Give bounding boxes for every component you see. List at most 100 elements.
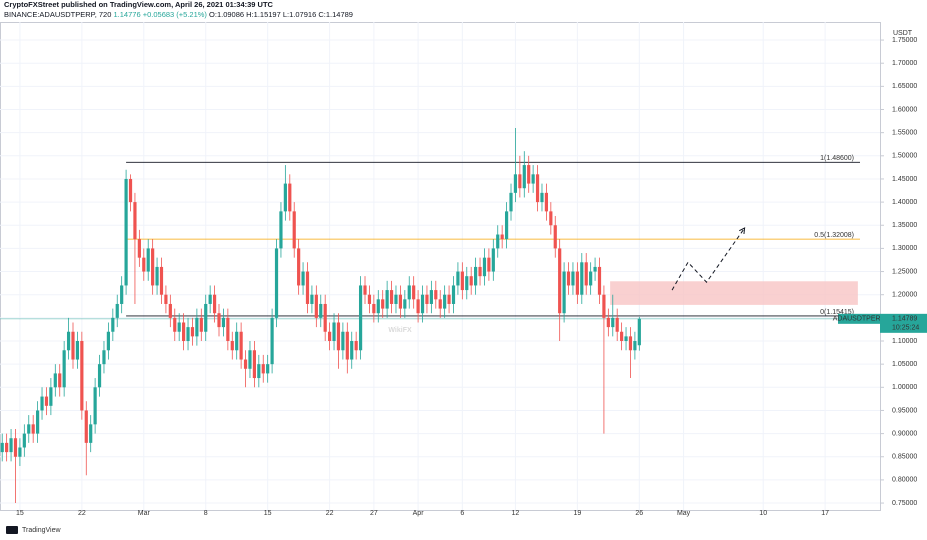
candle-body	[443, 294, 447, 309]
candle-body	[257, 364, 261, 379]
header-line: CryptoFXStreet published on TradingView.…	[4, 0, 274, 9]
candle-body	[332, 322, 336, 342]
candle-body	[128, 178, 133, 203]
candle-body	[566, 271, 571, 286]
candle-body	[62, 350, 66, 388]
candle-body	[540, 192, 544, 203]
x-tick-label: 26	[635, 510, 643, 517]
candle-body	[420, 294, 425, 314]
candle-body	[496, 234, 500, 249]
candle-body	[195, 317, 199, 337]
price-name-box	[838, 313, 880, 324]
candle-body	[474, 266, 478, 286]
candle-body	[53, 373, 57, 388]
candle-body	[190, 327, 195, 337]
y-tick-label: 1.45000	[892, 176, 917, 183]
candle-body	[266, 364, 270, 374]
y-tick-label: 1.65000	[892, 83, 917, 90]
candle-body	[319, 303, 323, 318]
candle-body	[106, 331, 110, 351]
candle-body	[297, 248, 301, 286]
candle-body	[584, 262, 588, 286]
y-tick-label: 0.90000	[892, 430, 917, 437]
candle-body	[208, 294, 212, 304]
x-tick-label: 12	[512, 510, 520, 517]
candle-body	[84, 410, 88, 443]
candle-body	[66, 331, 71, 351]
x-tick-label: 8	[204, 510, 208, 517]
candle-body	[425, 294, 429, 304]
candle-body	[168, 303, 172, 318]
candle-body	[381, 299, 385, 309]
candle-body	[593, 266, 597, 272]
plot-frame	[0, 22, 881, 511]
candle-body	[527, 165, 531, 184]
candle-body	[248, 350, 252, 369]
x-tick-label: 15	[16, 510, 24, 517]
candle-body	[137, 239, 141, 258]
x-tick-label: Apr	[413, 510, 425, 517]
candle-body	[518, 174, 522, 189]
watermark: WikiFX	[388, 327, 412, 334]
candle-body	[478, 266, 482, 277]
x-tick-label: May	[677, 510, 691, 517]
x-tick-label: 15	[264, 510, 272, 517]
candle-body	[305, 271, 310, 304]
candle-body	[544, 192, 549, 212]
y-tick-label: 1.25000	[892, 268, 917, 275]
x-tick-label: Mar	[138, 510, 151, 517]
candle-body	[186, 327, 190, 342]
candle-body	[389, 290, 394, 304]
candle-body	[367, 294, 372, 304]
header-price: 1.14776	[114, 10, 141, 19]
candle-body	[115, 303, 119, 318]
x-tick-label: 19	[573, 510, 581, 517]
candle-body	[575, 271, 579, 295]
candle-body	[469, 276, 473, 286]
candle-body	[562, 271, 566, 314]
y-tick-label: 1.55000	[892, 130, 917, 137]
candle-body	[274, 248, 279, 318]
header-quote: BINANCE:ADAUSDTPERP, 720 1.14776 +0.0568…	[4, 10, 353, 19]
fib-level-label: 0.5(1.32008)	[814, 232, 854, 239]
candle-body	[142, 257, 146, 272]
candle-body	[155, 266, 159, 286]
candle-body	[279, 211, 283, 249]
candle-body	[504, 211, 509, 240]
candle-body	[460, 271, 464, 291]
candle-body	[394, 294, 398, 304]
candle-body	[580, 262, 584, 295]
candle-body	[221, 317, 226, 328]
candle-body	[283, 183, 287, 212]
candle-body	[611, 317, 615, 328]
candle-body	[97, 364, 102, 388]
candle-body	[487, 257, 491, 272]
candle-body	[531, 174, 535, 184]
candle-body	[199, 317, 203, 332]
candle-body	[323, 303, 327, 332]
candle-body	[288, 183, 292, 212]
x-tick-label: 22	[78, 510, 86, 517]
candle-body	[301, 271, 305, 286]
candle-body	[589, 271, 593, 286]
candle-body	[124, 178, 128, 286]
candle-body	[120, 285, 124, 304]
candle-body	[624, 336, 628, 342]
candle-body	[292, 211, 296, 249]
header-low: L:1.07916	[283, 10, 316, 19]
candle-body	[310, 294, 314, 304]
candle-body	[456, 271, 460, 286]
y-tick-label: 1.75000	[892, 37, 917, 44]
candle-body	[465, 276, 469, 291]
y-tick-label: 0.95000	[892, 407, 917, 414]
resistance-zone	[610, 281, 858, 305]
candle-body	[637, 318, 641, 346]
candle-body	[18, 447, 22, 457]
candle-body	[40, 396, 44, 411]
candle-body	[151, 248, 155, 286]
candle-body	[58, 373, 62, 388]
y-tick-label: 1.00000	[892, 384, 917, 391]
candle-body	[513, 174, 518, 193]
projection-arrow	[671, 227, 746, 291]
